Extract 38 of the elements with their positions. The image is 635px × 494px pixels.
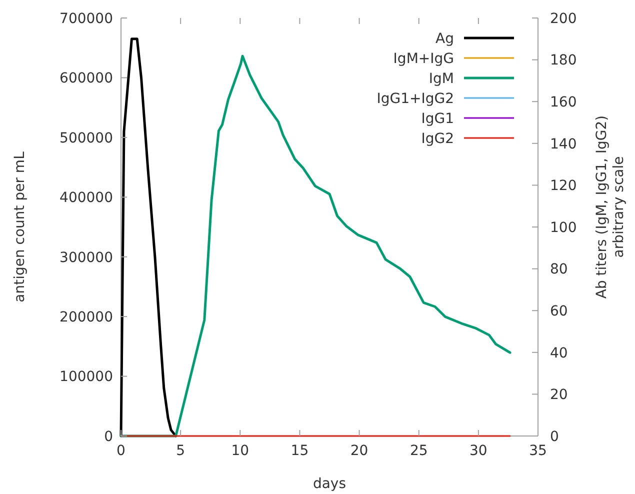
line-series [120, 38, 178, 438]
x-tick-label: 35 [529, 443, 547, 459]
x-axis-title: days [312, 476, 346, 492]
y2-axis-title: Ab titers (IgM, IgG1, IgG2) arbitrary scale [594, 115, 627, 299]
y2-tick-label: 20 [550, 387, 568, 404]
legend-label: IgG2 [421, 130, 454, 147]
y-tick-label: 500000 [60, 130, 113, 146]
x-tick-label: 20 [350, 443, 368, 459]
legend-label: IgM+IgG [393, 50, 454, 67]
y2-tick-label: 100 [550, 220, 577, 236]
legend-label: IgG1+IgG2 [376, 90, 454, 107]
x-tick-label: 30 [470, 443, 488, 459]
x-tick-label: 10 [231, 443, 250, 459]
x-tick-label: 0 [116, 443, 126, 459]
legend-label: IgM [428, 70, 454, 87]
y2-tick-label: 180 [550, 52, 577, 69]
y2-tick-label: 40 [550, 345, 568, 362]
y2-tick-label: 60 [550, 304, 568, 320]
y-tick-label: 700000 [60, 10, 113, 27]
y-tick-label: 100000 [60, 369, 113, 386]
y2-tick-label: 0 [550, 428, 559, 445]
x-tick-label: 25 [410, 443, 428, 459]
y2-tick-label: 160 [550, 94, 577, 110]
legend-label: Ag [436, 30, 454, 47]
y2-tick-label: 120 [550, 178, 577, 194]
y-tick-label: 300000 [60, 250, 113, 266]
y-tick-label: 200000 [60, 309, 113, 326]
line-series [120, 54, 512, 438]
y2-tick-label: 200 [550, 10, 577, 27]
y-axis-title: antigen count per mL [12, 151, 28, 302]
legend-label: IgG1 [421, 110, 454, 127]
y-tick-label: 400000 [60, 190, 113, 206]
y-tick-label: 0 [104, 428, 113, 445]
x-tick-label: 5 [176, 443, 186, 459]
y-tick-label: 600000 [60, 70, 113, 87]
x-tick-label: 15 [290, 443, 309, 459]
y2-tick-label: 140 [550, 136, 577, 152]
y2-tick-label: 80 [550, 262, 568, 278]
